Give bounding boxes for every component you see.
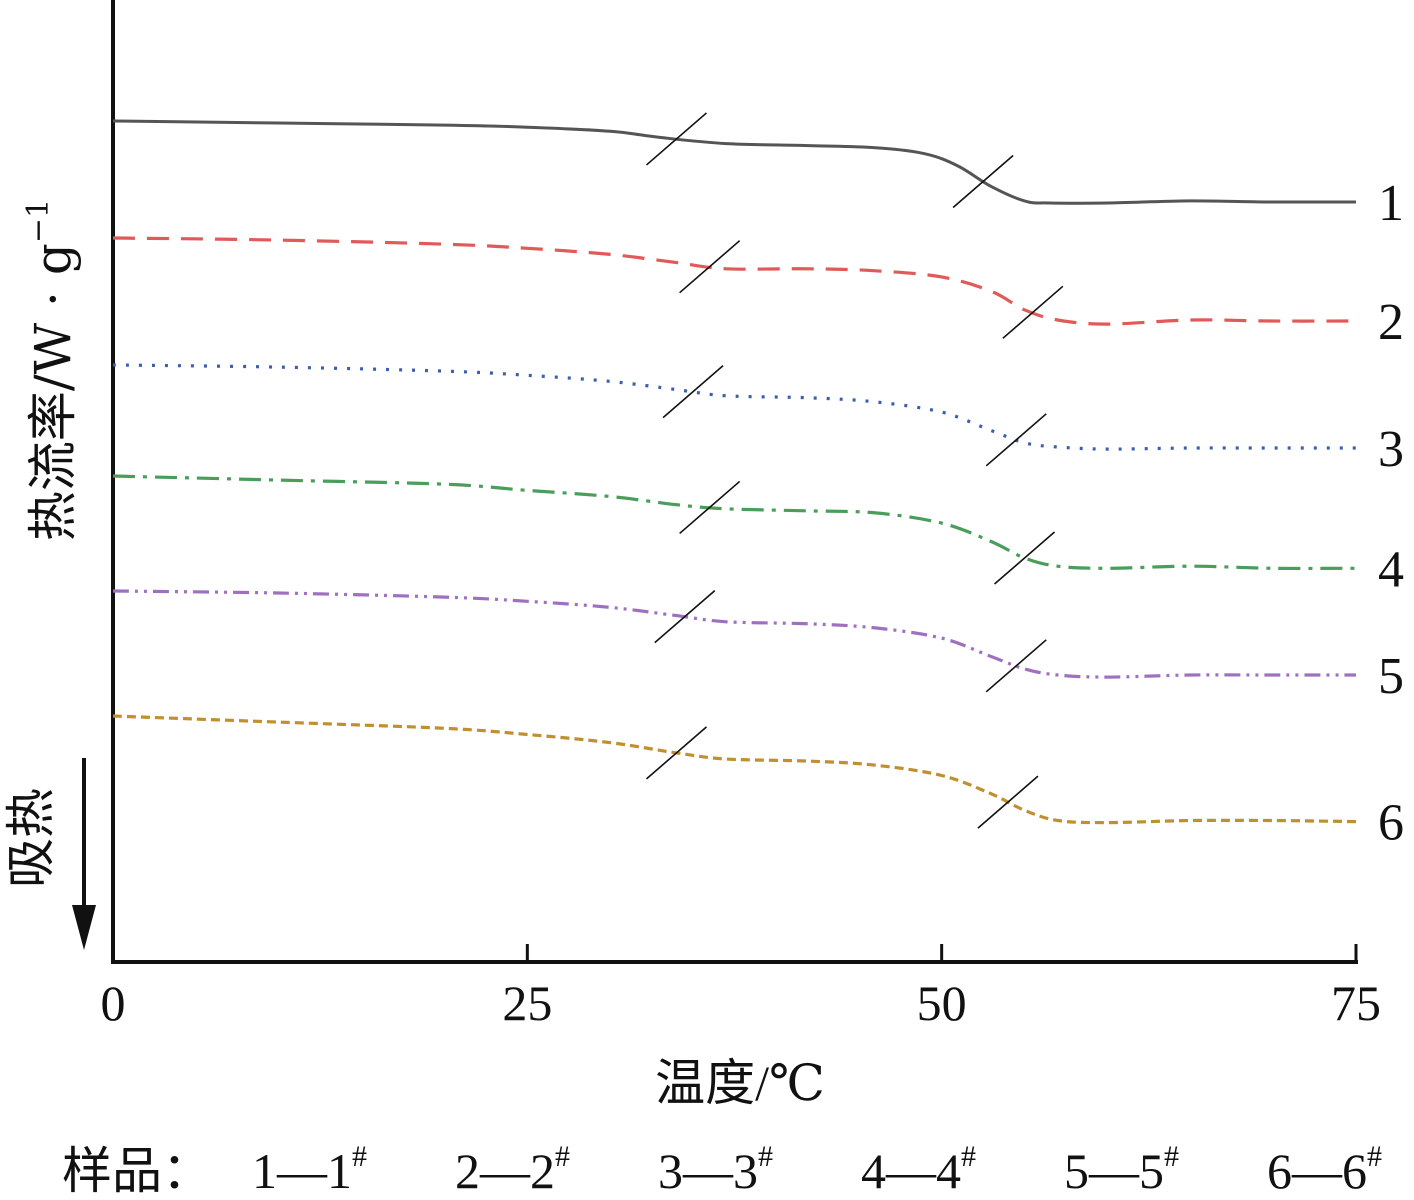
series-line-1 [112,119,1357,205]
series-group [112,112,1357,829]
series-labels: 1 2 3 4 5 6 [1378,175,1404,852]
series-line-2 [112,236,1357,326]
series-label-4: 4 [1378,541,1404,598]
glass-transition-mark [679,240,741,294]
x-tick-label: 25 [502,975,552,1031]
series-label-3: 3 [1378,421,1404,478]
legend-item-3: 3—3# [658,1140,773,1199]
endo-arrow-head [72,905,96,950]
glass-transition-mark [985,413,1047,467]
y-axis-label-group: 热流率/W · g−1 [21,199,82,541]
x-ticks: 0 25 50 75 [101,944,1381,1031]
series-line-3 [112,363,1356,451]
x-tick-label: 50 [917,975,967,1031]
y-axis-label-sup: −1 [21,199,56,243]
endo-label-group: 吸热 [2,788,60,888]
glass-transition-mark [977,775,1039,829]
series-label-1: 1 [1378,175,1404,232]
glass-transition-mark [654,590,716,644]
series-line-4 [112,474,1357,571]
series-label-2: 2 [1378,294,1404,351]
legend-item-2: 2—2# [455,1140,570,1199]
glass-transition-mark [1002,285,1064,339]
x-tick-label: 0 [101,975,126,1031]
glass-transition-mark [994,531,1056,585]
x-axis-label: 温度/℃ [655,1055,825,1111]
endo-label: 吸热 [2,788,60,888]
legend: 样品： 1—1# 2—2# 3—3# 4—4# 5—5# 6—6# [62,1140,1382,1199]
series-line-5 [112,589,1356,679]
legend-prefix: 样品： [62,1143,212,1199]
glass-transition-mark [662,365,724,419]
glass-transition-mark [985,639,1047,693]
y-axis-label: 热流率/W · g−1 [21,199,82,541]
glass-transition-mark [645,112,708,166]
legend-item-5: 5—5# [1064,1140,1179,1199]
legend-item-1: 1—1# [252,1140,367,1199]
legend-item-4: 4—4# [861,1140,976,1199]
x-tick-label: 75 [1331,975,1381,1031]
series-label-6: 6 [1378,795,1404,852]
series-line-6 [112,714,1357,825]
y-axis-label-text: 热流率/W · g [24,243,82,541]
glass-transition-mark [679,480,741,535]
legend-item-6: 6—6# [1267,1140,1382,1199]
glass-transition-mark [952,154,1014,209]
series-label-5: 5 [1378,648,1404,705]
glass-transition-mark [645,726,708,780]
